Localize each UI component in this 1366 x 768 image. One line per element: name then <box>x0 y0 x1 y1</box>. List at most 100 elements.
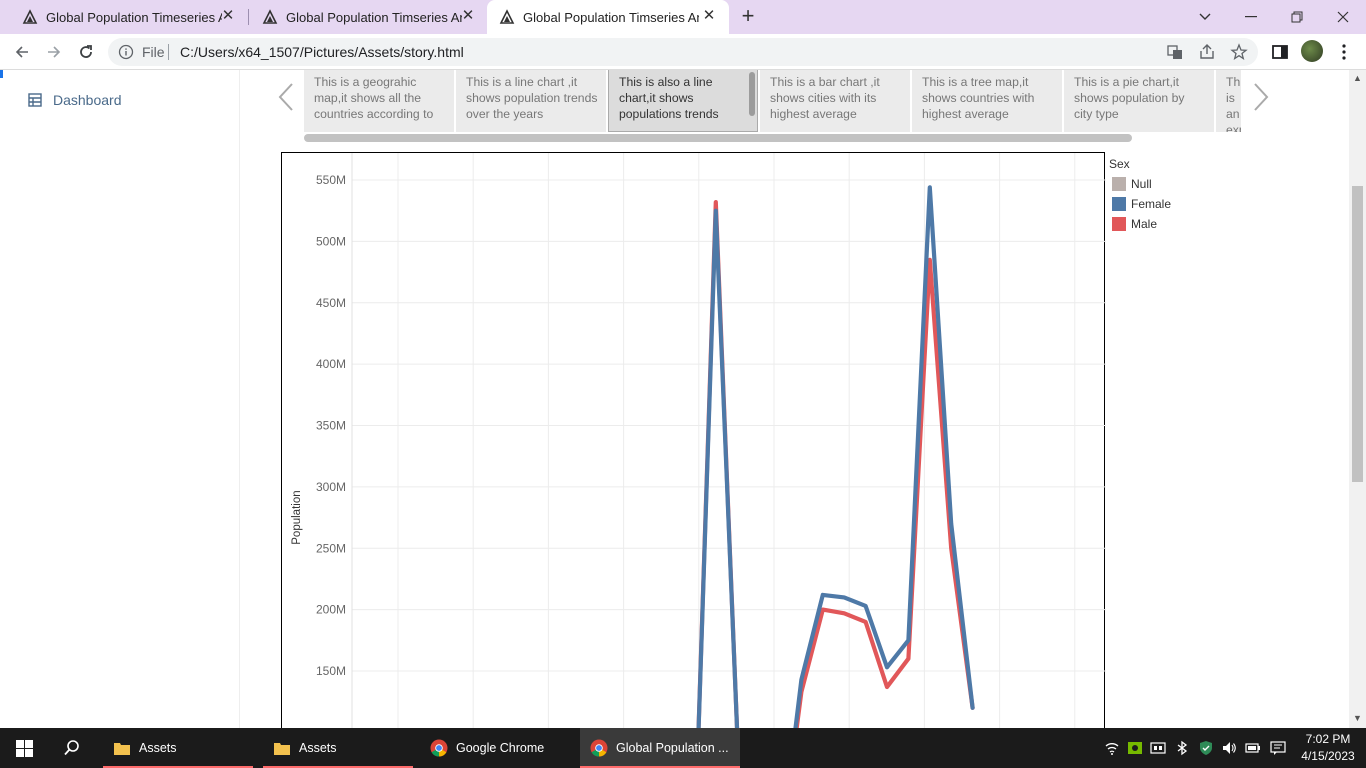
y-tick-label: 250M <box>316 541 346 555</box>
tab-title: Global Population Timeseries Ana <box>46 9 222 25</box>
side-panel-icon[interactable] <box>1270 42 1290 62</box>
minimize-icon[interactable] <box>1228 0 1274 34</box>
back-arrow-icon[interactable] <box>10 40 34 64</box>
taskbar-app-label: Global Population ... <box>616 741 729 755</box>
close-icon[interactable]: ✕ <box>221 7 235 24</box>
sidebar-item-label: Dashboard <box>53 92 122 108</box>
tab-divider <box>248 9 249 25</box>
story-point-caption: This is a pie chart,it shows population … <box>1074 75 1185 121</box>
story-point-7[interactable]: This is an exp pop <box>1216 70 1241 132</box>
address-divider <box>168 44 169 60</box>
notification-icon[interactable] <box>1270 740 1286 756</box>
sidebar-item-dashboard[interactable]: Dashboard <box>28 92 122 108</box>
taskbar-app-label: Assets <box>299 741 337 755</box>
story-point-5[interactable]: This is a tree map,it shows countries wi… <box>912 70 1062 132</box>
url-text[interactable]: C:/Users/x64_1507/Pictures/Assets/story.… <box>180 44 464 60</box>
story-point-3-active[interactable]: This is also a line chart,it shows popul… <box>608 70 758 132</box>
clock-time: 7:02 PM <box>1305 732 1351 746</box>
share-icon[interactable] <box>1198 43 1216 61</box>
story-point-scrollbar[interactable] <box>749 72 755 116</box>
story-point-caption: This is a geograhic map,it shows all the… <box>314 75 434 121</box>
forward-arrow-icon[interactable] <box>42 40 66 64</box>
story-next-chevron-icon[interactable] <box>1249 82 1271 112</box>
browser-tab-3-active[interactable]: Global Population Timseries Anal ✕ <box>487 0 729 34</box>
wifi-icon[interactable] <box>1104 740 1120 756</box>
volume-icon[interactable] <box>1221 740 1237 756</box>
story-points-scrollbar[interactable] <box>304 134 1132 142</box>
story-point-caption: This is an exp pop <box>1226 75 1241 132</box>
y-tick-label: 200M <box>316 603 346 617</box>
y-tick-label: 150M <box>316 664 346 678</box>
translate-icon[interactable] <box>1166 43 1184 61</box>
tab-title: Global Population Timseries Anal <box>286 9 462 25</box>
tableau-favicon-icon <box>262 9 278 24</box>
reload-icon[interactable] <box>74 40 98 64</box>
browser-toolbar: File C:/Users/x64_1507/Pictures/Assets/s… <box>0 34 1366 70</box>
page-scrollbar[interactable]: ▲ ▼ <box>1349 70 1366 728</box>
y-tick-label: 550M <box>316 173 346 187</box>
bookmark-star-icon[interactable] <box>1230 43 1248 61</box>
story-point-6[interactable]: This is a pie chart,it shows population … <box>1064 70 1214 132</box>
folder-icon <box>274 743 290 755</box>
scrollbar-thumb[interactable] <box>1352 186 1363 482</box>
profile-avatar[interactable] <box>1301 40 1323 62</box>
story-points-strip: This is a geograhic map,it shows all the… <box>304 70 1241 132</box>
address-bar[interactable]: File C:/Users/x64_1507/Pictures/Assets/s… <box>108 38 1258 66</box>
close-window-icon[interactable] <box>1320 0 1366 34</box>
story-prev-chevron-icon[interactable] <box>276 82 298 112</box>
tableau-favicon-icon <box>499 9 515 24</box>
scroll-up-arrow-icon[interactable]: ▲ <box>1353 73 1362 83</box>
story-point-caption: This is a bar chart ,it shows cities wit… <box>770 75 880 121</box>
close-icon[interactable]: ✕ <box>461 7 475 24</box>
story-point-2[interactable]: This is a line chart ,it shows populatio… <box>456 70 606 132</box>
chrome-icon <box>590 739 608 757</box>
battery-icon[interactable] <box>1245 740 1261 756</box>
taskbar-app-global-population[interactable]: Global Population ... <box>580 728 740 768</box>
scheme-label: File <box>142 44 165 60</box>
taskbar-app-label: Assets <box>139 741 177 755</box>
sidebar-accent <box>0 70 3 78</box>
windows-start-icon[interactable] <box>0 728 48 768</box>
restore-icon[interactable] <box>1274 0 1320 34</box>
y-tick-label: 450M <box>316 296 346 310</box>
legend-item-female[interactable]: Female <box>1112 197 1171 211</box>
story-point-4[interactable]: This is a bar chart ,it shows cities wit… <box>760 70 910 132</box>
legend-label: Male <box>1131 217 1158 231</box>
y-tick-label: 400M <box>316 357 346 371</box>
story-point-caption: This is a tree map,it shows countries wi… <box>922 75 1035 121</box>
close-icon[interactable]: ✕ <box>702 7 716 24</box>
tab-search-chevron-icon[interactable] <box>1182 0 1228 34</box>
story-point-caption: This is also a line chart,it shows popul… <box>619 75 719 121</box>
taskbar-app-chrome[interactable]: Google Chrome <box>420 728 578 768</box>
browser-tab-2[interactable]: Global Population Timseries Anal ✕ <box>240 0 488 34</box>
clock-date: 4/15/2023 <box>1301 749 1355 763</box>
legend-swatch <box>1112 197 1126 211</box>
security-shield-icon[interactable] <box>1198 740 1214 756</box>
scroll-down-arrow-icon[interactable]: ▼ <box>1353 713 1362 723</box>
running-indicator <box>580 766 740 768</box>
bluetooth-icon[interactable] <box>1174 740 1190 756</box>
story-point-caption: This is a line chart ,it shows populatio… <box>466 75 598 121</box>
legend-item-male[interactable]: Male <box>1112 217 1157 231</box>
line-chart-frame: 550M 500M 450M 400M 350M 300M 250M 200M 150M Popu… <box>281 152 1106 732</box>
taskbar-app-assets-1[interactable]: Assets <box>103 728 253 768</box>
y-tick-label: 300M <box>316 480 346 494</box>
nvidia-icon[interactable] <box>1127 740 1143 756</box>
tableau-favicon-icon <box>22 9 38 24</box>
info-icon[interactable] <box>118 44 134 60</box>
story-point-1[interactable]: This is a geograhic map,it shows all the… <box>304 70 454 132</box>
legend-label: Null <box>1131 177 1152 191</box>
legend-swatch <box>1112 177 1126 191</box>
tab-title: Global Population Timseries Anal <box>523 9 699 25</box>
legend-item-null[interactable]: Null <box>1112 177 1152 191</box>
running-indicator <box>103 766 253 768</box>
more-menu-icon[interactable] <box>1334 42 1354 62</box>
taskbar-app-assets-2[interactable]: Assets <box>263 728 413 768</box>
system-clock[interactable]: 7:02 PM 4/15/2023 <box>1296 731 1360 765</box>
legend-swatch <box>1112 217 1126 231</box>
browser-tab-1[interactable]: Global Population Timeseries Ana ✕ <box>0 0 248 34</box>
device-icon[interactable] <box>1150 740 1166 756</box>
new-tab-plus-icon[interactable]: + <box>741 3 755 28</box>
search-icon[interactable] <box>50 728 94 768</box>
line-chart: 550M 500M 450M 400M 350M 300M 250M 200M 150M Popu… <box>291 153 1106 729</box>
